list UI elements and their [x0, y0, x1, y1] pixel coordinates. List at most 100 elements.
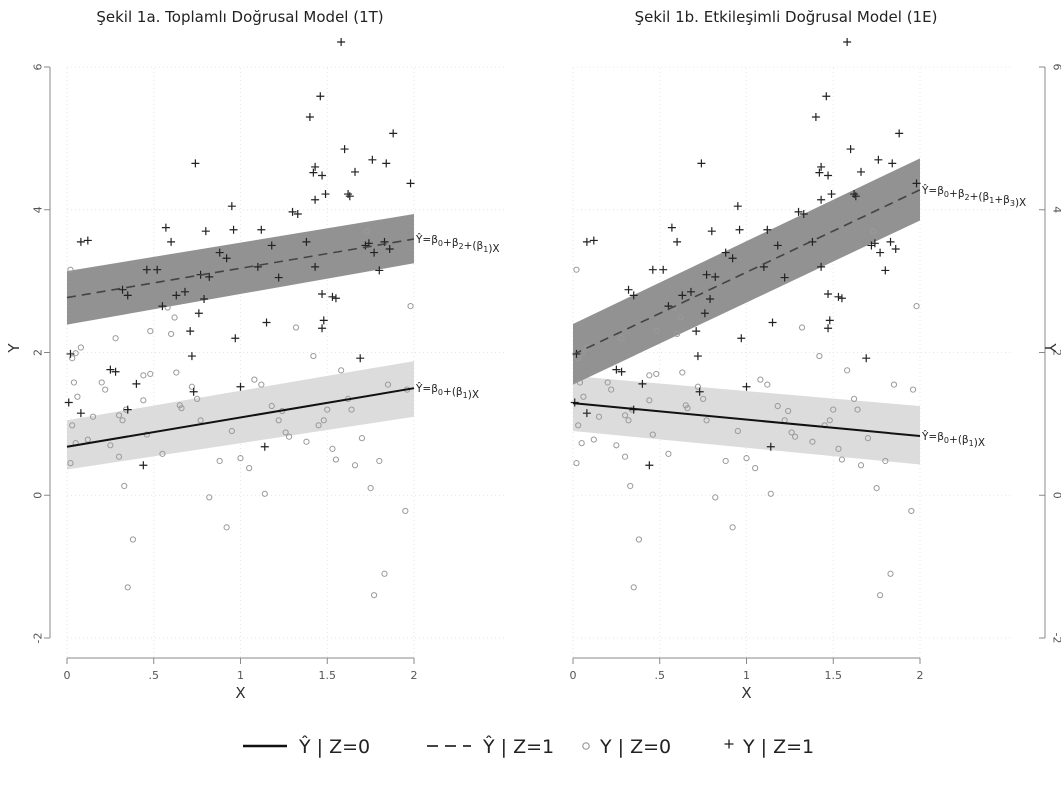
legend-label: Ŷ | Z=1: [482, 734, 554, 758]
point-z1: [649, 266, 657, 274]
point-z0: [636, 537, 641, 542]
point-z1: [188, 352, 196, 360]
point-z0: [148, 328, 153, 333]
point-z1: [668, 224, 676, 232]
point-z1: [895, 129, 903, 137]
point-z0: [339, 368, 344, 373]
legend-symbol-open-circle: [583, 743, 589, 749]
point-z0: [403, 508, 408, 513]
point-z0: [224, 525, 229, 530]
point-z0: [174, 370, 179, 375]
point-z1: [84, 236, 92, 244]
legend: Ŷ | Z=0 Ŷ | Z=1 Y | Z=0 Y | Z=1: [243, 734, 814, 758]
point-z1: [139, 461, 147, 469]
point-z1: [316, 92, 324, 100]
point-z1: [817, 163, 825, 171]
x-tick-label: 2: [917, 669, 924, 682]
point-z1: [843, 38, 851, 46]
point-z1: [309, 169, 317, 177]
point-z0: [359, 436, 364, 441]
point-z1: [230, 226, 238, 234]
point-z1: [612, 366, 620, 374]
point-z1: [77, 409, 85, 417]
x-axis-title: X: [235, 684, 245, 702]
point-z1: [294, 210, 302, 218]
point-z0: [75, 394, 80, 399]
point-z0: [352, 463, 357, 468]
point-z0: [368, 486, 373, 491]
panel-1: Şekil 1a. Toplamlı Doğrusal Model (1T)-2…: [5, 8, 504, 702]
point-z1: [737, 334, 745, 342]
point-z1: [834, 293, 842, 301]
point-z1: [874, 156, 882, 164]
point-z1: [734, 202, 742, 210]
point-z0: [579, 441, 584, 446]
point-z1: [132, 380, 140, 388]
point-z0: [628, 483, 633, 488]
point-z1: [708, 227, 716, 235]
point-z1: [261, 443, 269, 451]
point-z1: [847, 145, 855, 153]
legend-label: Y | Z=0: [599, 736, 671, 758]
y-tick-label: 6: [32, 64, 45, 71]
panel-title: Şekil 1b. Etkileşimli Doğrusal Model (1E…: [635, 8, 938, 26]
x-tick-label: .5: [149, 669, 160, 682]
point-z1: [322, 190, 330, 198]
y-tick-label: -2: [32, 633, 45, 644]
point-z0: [845, 368, 850, 373]
legend-label: Ŷ | Z=0: [298, 734, 370, 758]
point-z0: [877, 593, 882, 598]
x-tick-label: 1.5: [319, 669, 337, 682]
ci-band-z0_fit: [67, 361, 414, 469]
point-z1: [337, 38, 345, 46]
point-z1: [824, 171, 832, 179]
point-z0: [591, 437, 596, 442]
point-z1: [824, 324, 832, 332]
y-axis-title: Y: [5, 343, 23, 354]
point-z0: [888, 571, 893, 576]
point-z1: [659, 266, 667, 274]
point-z1: [186, 327, 194, 335]
point-z1: [162, 224, 170, 232]
y-axis-title: Y: [1041, 342, 1059, 353]
point-z1: [812, 113, 820, 121]
point-z0: [680, 370, 685, 375]
point-z1: [289, 208, 297, 216]
y-tick-label: 0: [1051, 492, 1061, 499]
point-z1: [407, 179, 415, 187]
legend-entry-z0_points: Y | Z=0: [583, 736, 671, 758]
grid-lines: [573, 67, 1010, 658]
point-z0: [574, 461, 579, 466]
point-z0: [217, 458, 222, 463]
point-z0: [730, 525, 735, 530]
point-z0: [753, 466, 758, 471]
x-tick-label: 1: [743, 669, 750, 682]
point-z0: [247, 466, 252, 471]
point-z1: [318, 324, 326, 332]
point-z1: [356, 354, 364, 362]
point-z1: [231, 334, 239, 342]
point-z0: [768, 491, 773, 496]
y-tick-label: 4: [32, 206, 45, 213]
point-z1: [822, 92, 830, 100]
point-z1: [692, 327, 700, 335]
legend-entry-z1_points: Y | Z=1: [725, 736, 815, 758]
y-tick-label: -2: [1051, 633, 1061, 644]
point-z1: [341, 145, 349, 153]
point-z1: [66, 350, 74, 358]
point-z1: [328, 293, 336, 301]
point-z0: [622, 454, 627, 459]
legend-symbol-plus: [725, 740, 734, 749]
point-z0: [78, 345, 83, 350]
legend-label: Y | Z=1: [742, 736, 814, 758]
point-z1: [77, 238, 85, 246]
point-z1: [892, 245, 900, 253]
point-z0: [647, 373, 652, 378]
point-z1: [346, 192, 354, 200]
x-tick-label: 2: [411, 669, 418, 682]
y-tick-label: 4: [1051, 206, 1061, 213]
